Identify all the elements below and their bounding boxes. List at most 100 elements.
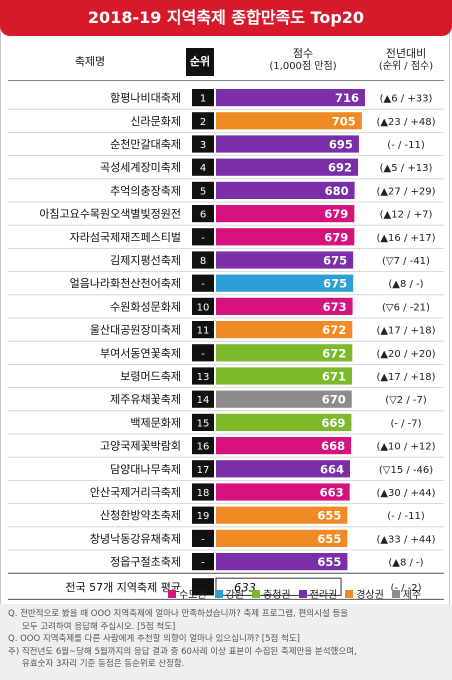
change-label: (▲17 / +18) (376, 372, 435, 383)
category-label: 얼음나라화천산천어축제 (70, 276, 181, 290)
change-label: (▲30 / +44) (376, 488, 435, 499)
bar-value-label: 663 (320, 486, 344, 500)
rank-box (192, 413, 214, 431)
bar-value-label: 680 (325, 184, 349, 198)
note-3: Q. OOO 지역축제를 다른 사람에게 추천할 의향이 얼마나 있으십니까? … (8, 634, 300, 644)
bar-value-label: 655 (317, 555, 341, 569)
bar (216, 228, 355, 246)
rank-box (192, 483, 214, 501)
bar (216, 135, 359, 153)
bar-value-label: 670 (322, 393, 346, 407)
header-change: 전년대비 (385, 47, 427, 60)
header-name: 축제명 (74, 55, 106, 68)
rank-box (192, 251, 214, 269)
change-label: (▲6 / +33) (380, 94, 433, 105)
legend-item: 충청권 (252, 586, 291, 601)
bar (216, 367, 353, 385)
change-label: (▲5 / +13) (380, 163, 433, 174)
change-label: (▽2 / -7) (385, 395, 427, 406)
change-label: (▲20 / +20) (376, 349, 435, 360)
legend-item: 수도권 (168, 586, 207, 601)
rank-box (192, 135, 214, 153)
note-2: 모두 고려하여 응답해 주십시오. [5점 척도] (22, 621, 176, 632)
rank-box (192, 158, 214, 176)
bar-value-label: 675 (323, 254, 347, 268)
rank-box (192, 205, 214, 223)
category-label: 울산대공원장미축제 (90, 324, 181, 337)
rank-box (192, 344, 214, 362)
bar (216, 251, 354, 269)
rank-box (192, 553, 214, 571)
category-label: 함평나비대축제 (110, 92, 181, 105)
bar-value-label: 716 (335, 91, 359, 105)
legend-swatch (345, 589, 354, 598)
legend-item: 제주 (391, 586, 422, 601)
change-label: (▽7 / -41) (382, 256, 430, 267)
legend-label: 전라권 (309, 590, 338, 601)
change-label: (▲12 / +7) (380, 210, 433, 221)
note-4: 주) 직전년도 6월~당해 5월까지의 응답 결과 중 60사례 이상 표본이 … (8, 646, 357, 657)
average-label: 전국 57개 지역축제 평균 (65, 581, 181, 594)
legend-label: 제주 (402, 590, 422, 601)
bar-value-label: 695 (329, 138, 353, 152)
category-label: 안산국제거리극축제 (90, 486, 181, 499)
bar (216, 390, 352, 408)
legend-label: 수도권 (179, 590, 207, 601)
bar-value-label: 655 (317, 509, 341, 523)
bar-value-label: 668 (321, 439, 345, 453)
rank-box (192, 297, 214, 315)
rank-label: 3 (200, 140, 206, 151)
change-label: (- / -11) (387, 511, 425, 522)
category-label: 추억의충장축제 (110, 184, 181, 197)
legend-label: 강원 (225, 590, 245, 601)
rank-box (192, 390, 214, 408)
bar (216, 553, 348, 571)
change-label: (▲33 / +44) (376, 534, 435, 545)
category-label: 신라문화제 (130, 115, 181, 128)
legend-swatch (391, 589, 400, 598)
rank-box (192, 181, 214, 199)
category-label: 자라섬국제재즈페스티벌 (70, 231, 181, 244)
category-label: 백제문화제 (130, 416, 181, 429)
bar (216, 529, 348, 547)
header-rank: 순위 (186, 48, 214, 76)
bar-value-label: 679 (324, 230, 348, 244)
bar (216, 344, 353, 362)
category-label: 고양국제꽃박람회 (100, 440, 181, 453)
header-divider (8, 80, 444, 81)
average-rank-box (192, 578, 214, 596)
change-label: (▲8 / -) (388, 558, 423, 569)
change-label: (▲23 / +48) (376, 117, 435, 128)
bar (216, 437, 352, 455)
rank-box (192, 89, 214, 107)
bar-value-label: 673 (323, 300, 347, 314)
bar (216, 460, 350, 478)
bar (216, 89, 365, 107)
rank-label: 17 (197, 465, 210, 476)
category-label: 곡성세계장미축제 (100, 161, 181, 174)
rank-label: 4 (200, 163, 206, 174)
bar (216, 205, 355, 223)
average-bar (215, 577, 342, 596)
rank-label: 8 (200, 256, 206, 267)
bar-value-label: 664 (320, 462, 344, 476)
chart-title: 2018-19 지역축제 종합만족도 Top20 (0, 0, 452, 36)
category-label: 제주유채꽃축제 (110, 393, 181, 406)
rank-label: 5 (200, 186, 206, 197)
bar-value-label: 705 (332, 114, 356, 128)
rank-box (192, 506, 214, 524)
bar (216, 274, 354, 292)
bar (216, 181, 355, 199)
category-label: 산청한방약초축제 (100, 508, 181, 522)
rank-label: 15 (197, 418, 210, 429)
rank-box (192, 112, 214, 130)
chart-svg: 함평나비대축제 1 716 (▲6 / +33)신라문화제 2 705 (▲23 / +48… (8, 89, 444, 600)
category-label: 보령머드축제 (120, 370, 181, 383)
header-score: 점수 (292, 47, 314, 60)
rank-label: - (201, 534, 205, 545)
bar-value-label: 675 (323, 277, 347, 291)
legend-item: 경상권 (345, 586, 384, 601)
rank-box (192, 321, 214, 339)
bar (216, 321, 353, 339)
bar (216, 297, 353, 315)
